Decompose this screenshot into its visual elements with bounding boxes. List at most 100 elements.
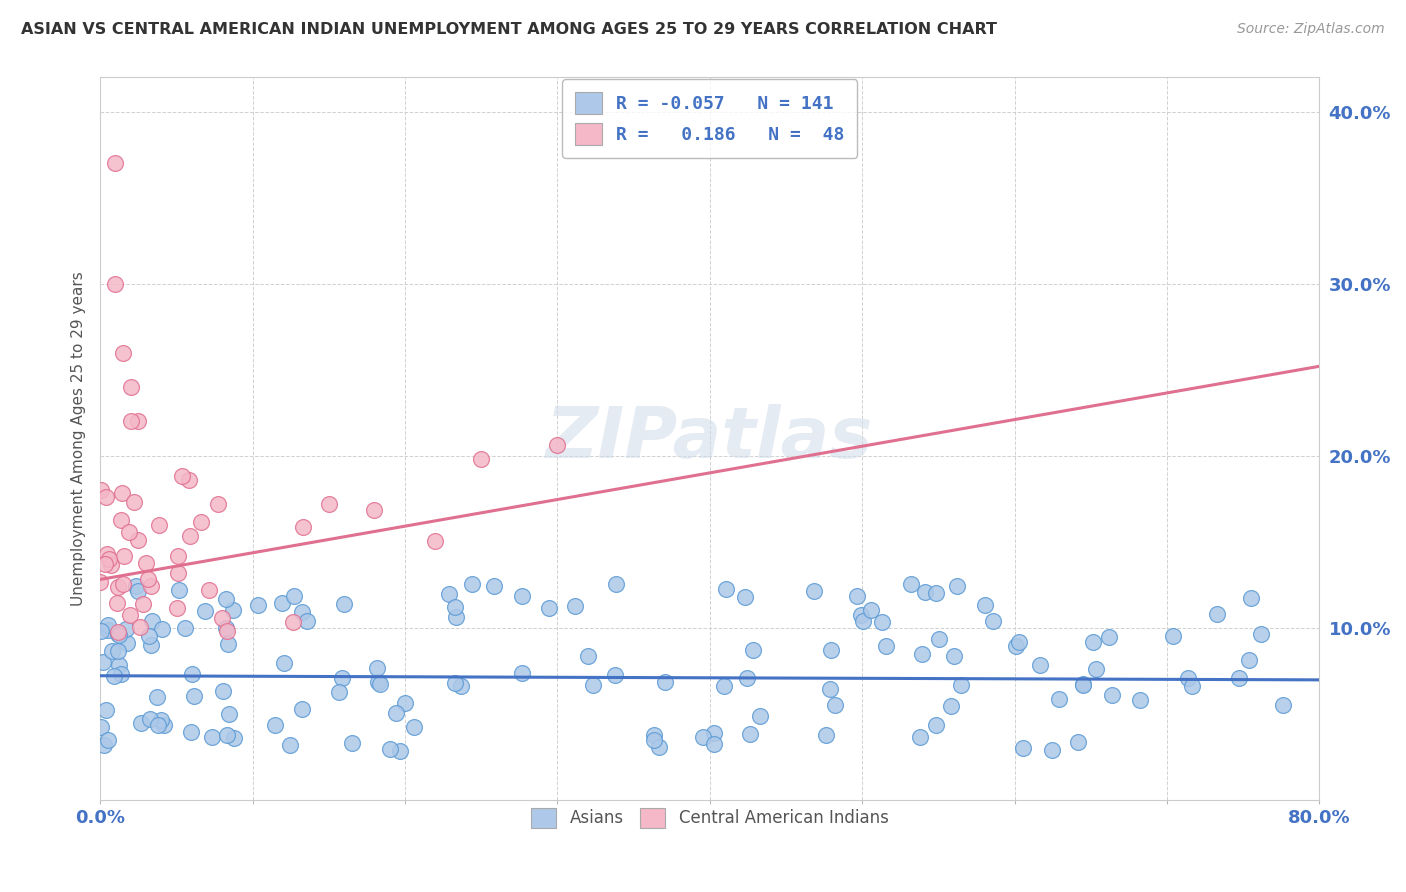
Point	[110, 513, 132, 527]
Point	[564, 599, 586, 613]
Point	[450, 679, 472, 693]
Point	[1028, 658, 1050, 673]
Point	[643, 728, 665, 742]
Point	[900, 577, 922, 591]
Point	[643, 733, 665, 747]
Point	[215, 621, 238, 635]
Point	[98, 551, 121, 566]
Point	[1071, 676, 1094, 690]
Point	[107, 644, 129, 658]
Point	[734, 590, 756, 604]
Point	[145, 690, 167, 704]
Point	[172, 468, 194, 483]
Point	[444, 675, 467, 690]
Point	[295, 614, 318, 628]
Point	[96, 490, 118, 504]
Point	[1227, 672, 1250, 686]
Point	[108, 628, 131, 642]
Point	[1007, 635, 1029, 649]
Point	[328, 684, 350, 698]
Point	[214, 591, 236, 606]
Point	[394, 696, 416, 710]
Point	[104, 156, 127, 170]
Point	[292, 519, 315, 533]
Point	[941, 698, 963, 713]
Point	[91, 655, 114, 669]
Point	[283, 615, 305, 629]
Point	[692, 730, 714, 744]
Point	[190, 515, 212, 529]
Point	[330, 671, 353, 685]
Point	[127, 583, 149, 598]
Point	[201, 730, 224, 744]
Point	[461, 576, 484, 591]
Point	[748, 708, 770, 723]
Point	[742, 643, 765, 657]
Point	[1250, 627, 1272, 641]
Point	[125, 579, 148, 593]
Point	[824, 698, 846, 713]
Point	[654, 675, 676, 690]
Point	[366, 661, 388, 675]
Point	[107, 626, 129, 640]
Point	[180, 725, 202, 739]
Point	[224, 731, 246, 745]
Point	[197, 583, 219, 598]
Point	[141, 614, 163, 628]
Point	[105, 596, 128, 610]
Point	[333, 597, 356, 611]
Y-axis label: Unemployment Among Ages 25 to 29 years: Unemployment Among Ages 25 to 29 years	[72, 271, 86, 606]
Point	[179, 529, 201, 543]
Point	[124, 495, 146, 509]
Point	[291, 605, 314, 619]
Point	[112, 577, 135, 591]
Point	[1040, 743, 1063, 757]
Point	[385, 706, 408, 721]
Point	[576, 649, 599, 664]
Point	[150, 622, 173, 636]
Point	[368, 677, 391, 691]
Point	[974, 599, 997, 613]
Point	[194, 604, 217, 618]
Point	[135, 556, 157, 570]
Point	[340, 736, 363, 750]
Point	[120, 414, 142, 428]
Point	[1129, 693, 1152, 707]
Point	[859, 603, 882, 617]
Point	[247, 598, 270, 612]
Point	[820, 643, 842, 657]
Point	[211, 611, 233, 625]
Point	[127, 414, 149, 428]
Point	[107, 580, 129, 594]
Point	[112, 549, 135, 564]
Point	[318, 497, 340, 511]
Point	[703, 726, 725, 740]
Point	[582, 678, 605, 692]
Point	[444, 600, 467, 615]
Point	[150, 713, 173, 727]
Point	[925, 585, 948, 599]
Point	[714, 582, 737, 596]
Point	[174, 621, 197, 635]
Point	[703, 737, 725, 751]
Point	[96, 547, 118, 561]
Point	[166, 601, 188, 615]
Point	[713, 679, 735, 693]
Point	[148, 517, 170, 532]
Point	[103, 669, 125, 683]
Point	[815, 728, 838, 742]
Point	[1004, 639, 1026, 653]
Point	[1081, 635, 1104, 649]
Text: ZIPatlas: ZIPatlas	[546, 404, 873, 473]
Point	[111, 345, 134, 359]
Point	[870, 615, 893, 629]
Point	[605, 577, 627, 591]
Point	[875, 639, 897, 653]
Point	[818, 682, 841, 697]
Point	[212, 683, 235, 698]
Point	[1084, 662, 1107, 676]
Point	[179, 473, 201, 487]
Point	[943, 648, 966, 663]
Point	[738, 727, 761, 741]
Point	[120, 380, 142, 394]
